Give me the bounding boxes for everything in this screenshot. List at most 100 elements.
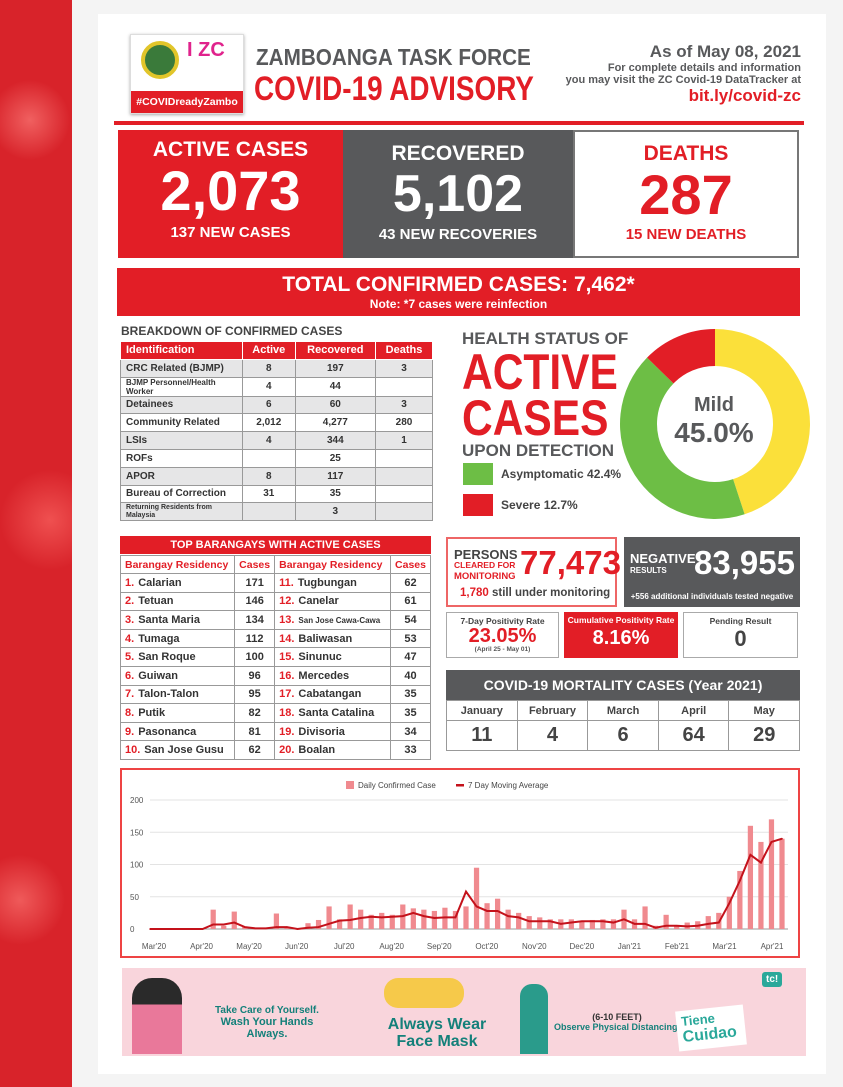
distancing-line1: (6-10 FEET) [592,1012,642,1022]
deaths-cell [374,466,434,486]
col-recovered: Recovered [294,341,376,360]
col-active: Active [242,341,296,360]
mild-label: Mild [694,394,734,416]
moving-average-point [191,928,193,930]
moving-average-point [244,926,246,928]
moving-average-point [391,915,394,918]
cases-cell: 34 [390,721,431,742]
moving-average-point [654,926,657,929]
table-row: 9. Pasonanca 81 19. Divisoria 34 [119,721,431,742]
col-residency-1: Barangay Residency [119,555,236,574]
daily-case-bar [674,925,680,929]
moving-average-point [749,854,752,856]
barangay-name: Tumaga [138,632,180,645]
cases-cell: 54 [390,610,431,630]
daily-case-bar [610,919,617,929]
daily-case-bar [431,910,438,929]
x-tick-label: May'20 [236,942,262,951]
barangay-cell: 14. Baliwasan [274,628,392,649]
page-title: COVID-19 ADVISORY [254,70,534,108]
health-line1: HEALTH STATUS OF [462,329,629,348]
tc-badge: tc! [762,972,783,987]
donut-slice-mild [715,329,810,515]
x-tick-label: Mar'21 [712,942,737,951]
monitoring-sub: 1,780 still under monitoring [460,587,610,599]
moving-average-point [254,927,257,930]
table-row: APOR 8 117 [120,466,434,486]
table-row: Bureau of Correction 31 35 [120,484,434,504]
seven-day-label: 7-Day Positivity Rate [460,616,545,626]
recovered-value: 5,102 [392,165,524,223]
identification-cell: Bureau of Correction [120,484,243,504]
moving-average-point [602,920,604,923]
pending-label: Pending Result [709,616,772,626]
handwash-line1: Take Care of Yourself. [215,1005,319,1016]
seven-day-positivity-box: 7-Day Positivity Rate 23.05% (April 25 -… [446,612,559,658]
x-tick-label: Feb'21 [665,942,690,951]
moving-average-point [538,920,541,923]
mortality-value: 64 [657,720,730,751]
moving-average-point [370,915,372,918]
deaths-cell: 280 [374,413,434,433]
cases-cell: 100 [234,647,276,667]
recovered-cell: 117 [294,466,376,486]
moving-average-point [380,916,383,919]
rank: 17. [279,688,295,701]
col-residency-2: Barangay Residency [274,555,392,574]
moving-average-point [581,920,583,923]
barangay-name: Pasonanca [138,725,197,738]
rank: 16. [279,669,295,682]
monitoring-value: 77,473 [520,544,621,581]
total-confirmed: TOTAL CONFIRMED CASES: 7,462* [282,273,635,296]
barangay-cell: 19. Divisoria [274,721,392,742]
daily-case-bar [221,925,227,929]
tracker-link[interactable]: bit.ly/covid-zc [688,86,801,105]
legend-asymptomatic: Asymptomatic 42.4% [463,463,621,485]
recovered-cell: 44 [294,376,376,397]
daily-case-bar [368,914,374,929]
moving-average-point [275,926,278,928]
cases-cell: 171 [234,573,276,593]
health-line3: CASES [462,390,609,446]
rank: 18. [279,706,295,719]
x-tick-label: Oct'20 [475,942,498,951]
barangay-cell: 1. Calarian [119,573,236,593]
mortality-month: March [587,700,659,721]
table-row: Returning Residents from Malaysia 3 [120,502,434,522]
moving-average-point [328,923,330,925]
daily-case-bar [379,912,385,929]
moving-average-point [739,879,741,882]
deaths-value: 287 [639,163,733,226]
severe-swatch [463,494,493,516]
moving-average-point [338,919,341,922]
negative-box: NEGATIVE RESULTS 83,955 +556 additional … [624,537,800,607]
active-cases-box: ACTIVE CASES 2,073 137 NEW CASES [118,130,343,258]
moving-average-point [286,926,288,928]
deaths-cell [374,448,434,468]
col-identification: Identification [120,341,243,360]
recovered-cell: 25 [294,448,376,468]
daily-case-bar [663,914,669,929]
cases-cell: 96 [234,665,276,686]
barangay-cell: 10. San Jose Gusu [119,740,236,760]
under-monitoring-count: 1,780 [460,587,489,599]
cases-cell: 40 [390,665,431,686]
deaths-cell: 3 [374,358,434,378]
x-tick-label: Jul'20 [334,942,355,951]
moving-average-point [623,918,625,921]
daily-case-bar [273,913,280,929]
cases-cell: 61 [390,591,431,612]
daily-case-bar [737,870,743,929]
deaths-label: DEATHS [643,142,729,165]
table-header: Identification Active Recovered Deaths [120,341,434,360]
barangay-name: Santa Catalina [298,706,375,719]
mortality-value: 29 [728,720,800,751]
negative-sub: +556 additional individuals tested negat… [630,592,794,601]
active-cell: 2,012 [242,413,296,433]
mortality-title: COVID-19 MORTALITY CASES (Year 2021) [446,670,800,700]
deaths-box: DEATHS 287 15 NEW DEATHS [573,130,799,258]
active-cell: 6 [242,395,296,415]
daily-case-bar [768,819,775,929]
monitoring-label: PERSONS CLEARED FOR MONITORING [454,548,518,582]
rank: 13. [279,613,295,626]
